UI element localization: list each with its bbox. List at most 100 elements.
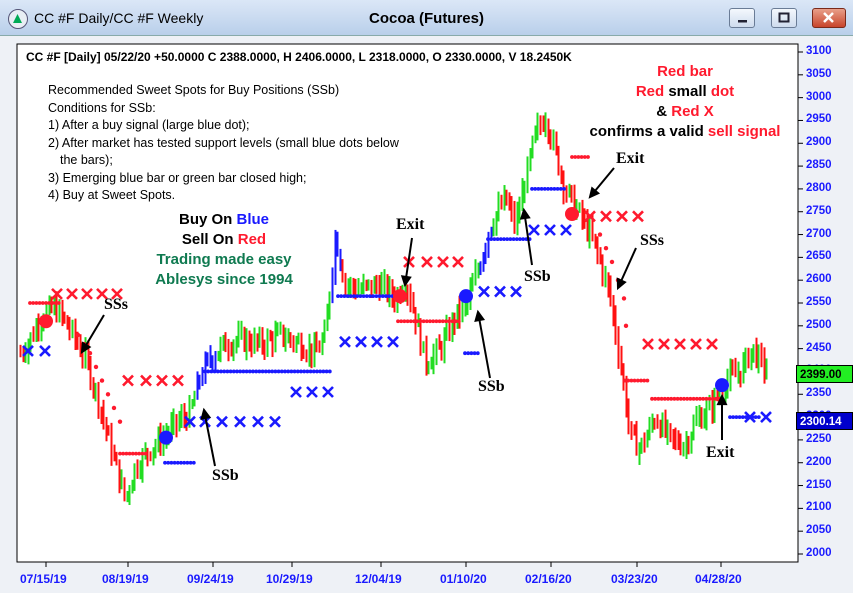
resistance-dot [698,396,702,401]
red-word: Red [635,83,665,100]
support-dot [549,187,554,191]
support-dot [289,369,294,374]
tagline: Trading made easy [156,251,292,268]
ssb-label: SSb [524,268,551,285]
support-dot [380,294,385,299]
support-dot [536,187,541,191]
sell-trail-dot [623,323,629,329]
support-dot [514,237,519,242]
support-dot [539,187,544,191]
y-tick-label: 2600 [806,273,832,286]
support-dot [558,187,563,191]
resistance-dot [31,301,36,305]
blue-text: Blue [236,211,270,228]
support-dot [247,369,252,374]
resistance-dot [450,319,455,324]
price-chart[interactable] [10,36,853,593]
ssb-label: SSb [478,378,505,395]
support-dot [260,369,265,374]
x-tick-label: 01/10/20 [440,572,487,586]
support-dot [753,415,758,419]
ssb-label: SSb [212,467,239,484]
sell-x-marker [632,210,644,223]
resistance-dot [675,396,680,401]
sell-x-marker [81,287,93,300]
sell-x-marker [690,338,702,350]
red-x-word: Red X [671,103,714,120]
y-tick-label: 2150 [806,478,832,491]
resistance-dot [710,396,715,401]
resistance-dot [40,301,45,305]
support-dot [308,369,313,374]
ampersand: & [656,103,668,120]
signal-dot [159,430,173,445]
support-dot [511,237,516,242]
x-tick-label: 08/19/19 [102,572,149,586]
red-bar-text: Red bar [657,63,713,80]
buy-x-marker [387,335,399,348]
support-dot [279,369,284,374]
chart-tab-title[interactable]: CC #F Daily/CC #F Weekly [34,10,204,26]
support-dot [251,369,255,374]
x-tick-label: 10/29/19 [266,572,313,586]
annotation-arrow [477,311,491,379]
ssb-item: the bars); [60,153,113,167]
resistance-dot [662,396,667,401]
ssb-item: 1) After a buy signal (large blue dot); [48,118,250,132]
support-dot [552,187,557,191]
resistance-dot [456,319,461,324]
exit-label: Exit [616,150,645,167]
resistance-dot [650,396,654,401]
resistance-dot [714,396,718,401]
support-dot [352,294,356,299]
sell-x-marker [156,374,168,387]
buy-x-marker [252,415,264,428]
resistance-dot [639,378,643,383]
support-dot [546,187,550,191]
ssb-explanation: Recommended Sweet Spots for Buy Position… [48,82,399,205]
buy-x-marker [322,386,334,398]
sell-x-marker [111,287,123,300]
annotation-arrowhead [519,207,531,220]
buy-x-marker [510,285,522,298]
sell-trail-dot [105,392,111,397]
support-dot [182,460,187,465]
support-dot [203,369,207,374]
resistance-dot [685,396,690,401]
resistance-dot [143,451,148,456]
x-tick-label: 09/24/19 [187,572,234,586]
resistance-dot [396,319,400,324]
support-dot [486,237,490,242]
support-dot [219,369,223,374]
buy-x-marker [478,285,490,298]
close-button[interactable] [812,8,846,28]
resistance-dot [576,155,581,159]
support-dot [179,460,183,465]
support-dot [466,351,471,356]
y-tick-label: 2100 [806,501,832,514]
x-tick-label: 02/16/20 [525,572,572,586]
support-dot [361,294,366,299]
sell-x-marker [452,256,464,268]
support-dot [521,237,526,242]
sell-x-marker [51,287,63,300]
ssb-conditions: Conditions for SSb: [48,100,156,115]
restore-button[interactable] [771,8,797,28]
support-dot [358,294,363,299]
minimize-button[interactable] [729,8,755,28]
resistance-dot [44,301,48,305]
annotation-arrow [523,209,533,266]
resistance-dot [431,319,436,324]
resistance-dot [579,155,584,159]
support-dot [355,294,360,299]
resistance-dot [421,319,426,324]
support-dot [734,415,739,419]
ssb-item: 2) After market has tested support level… [48,135,399,150]
resistance-dot [434,319,439,324]
resistance-dot [408,319,413,324]
y-tick-label: 3100 [806,45,832,57]
sell-x-marker [616,210,628,223]
support-dot [209,369,214,374]
buy-x-marker [560,224,572,236]
